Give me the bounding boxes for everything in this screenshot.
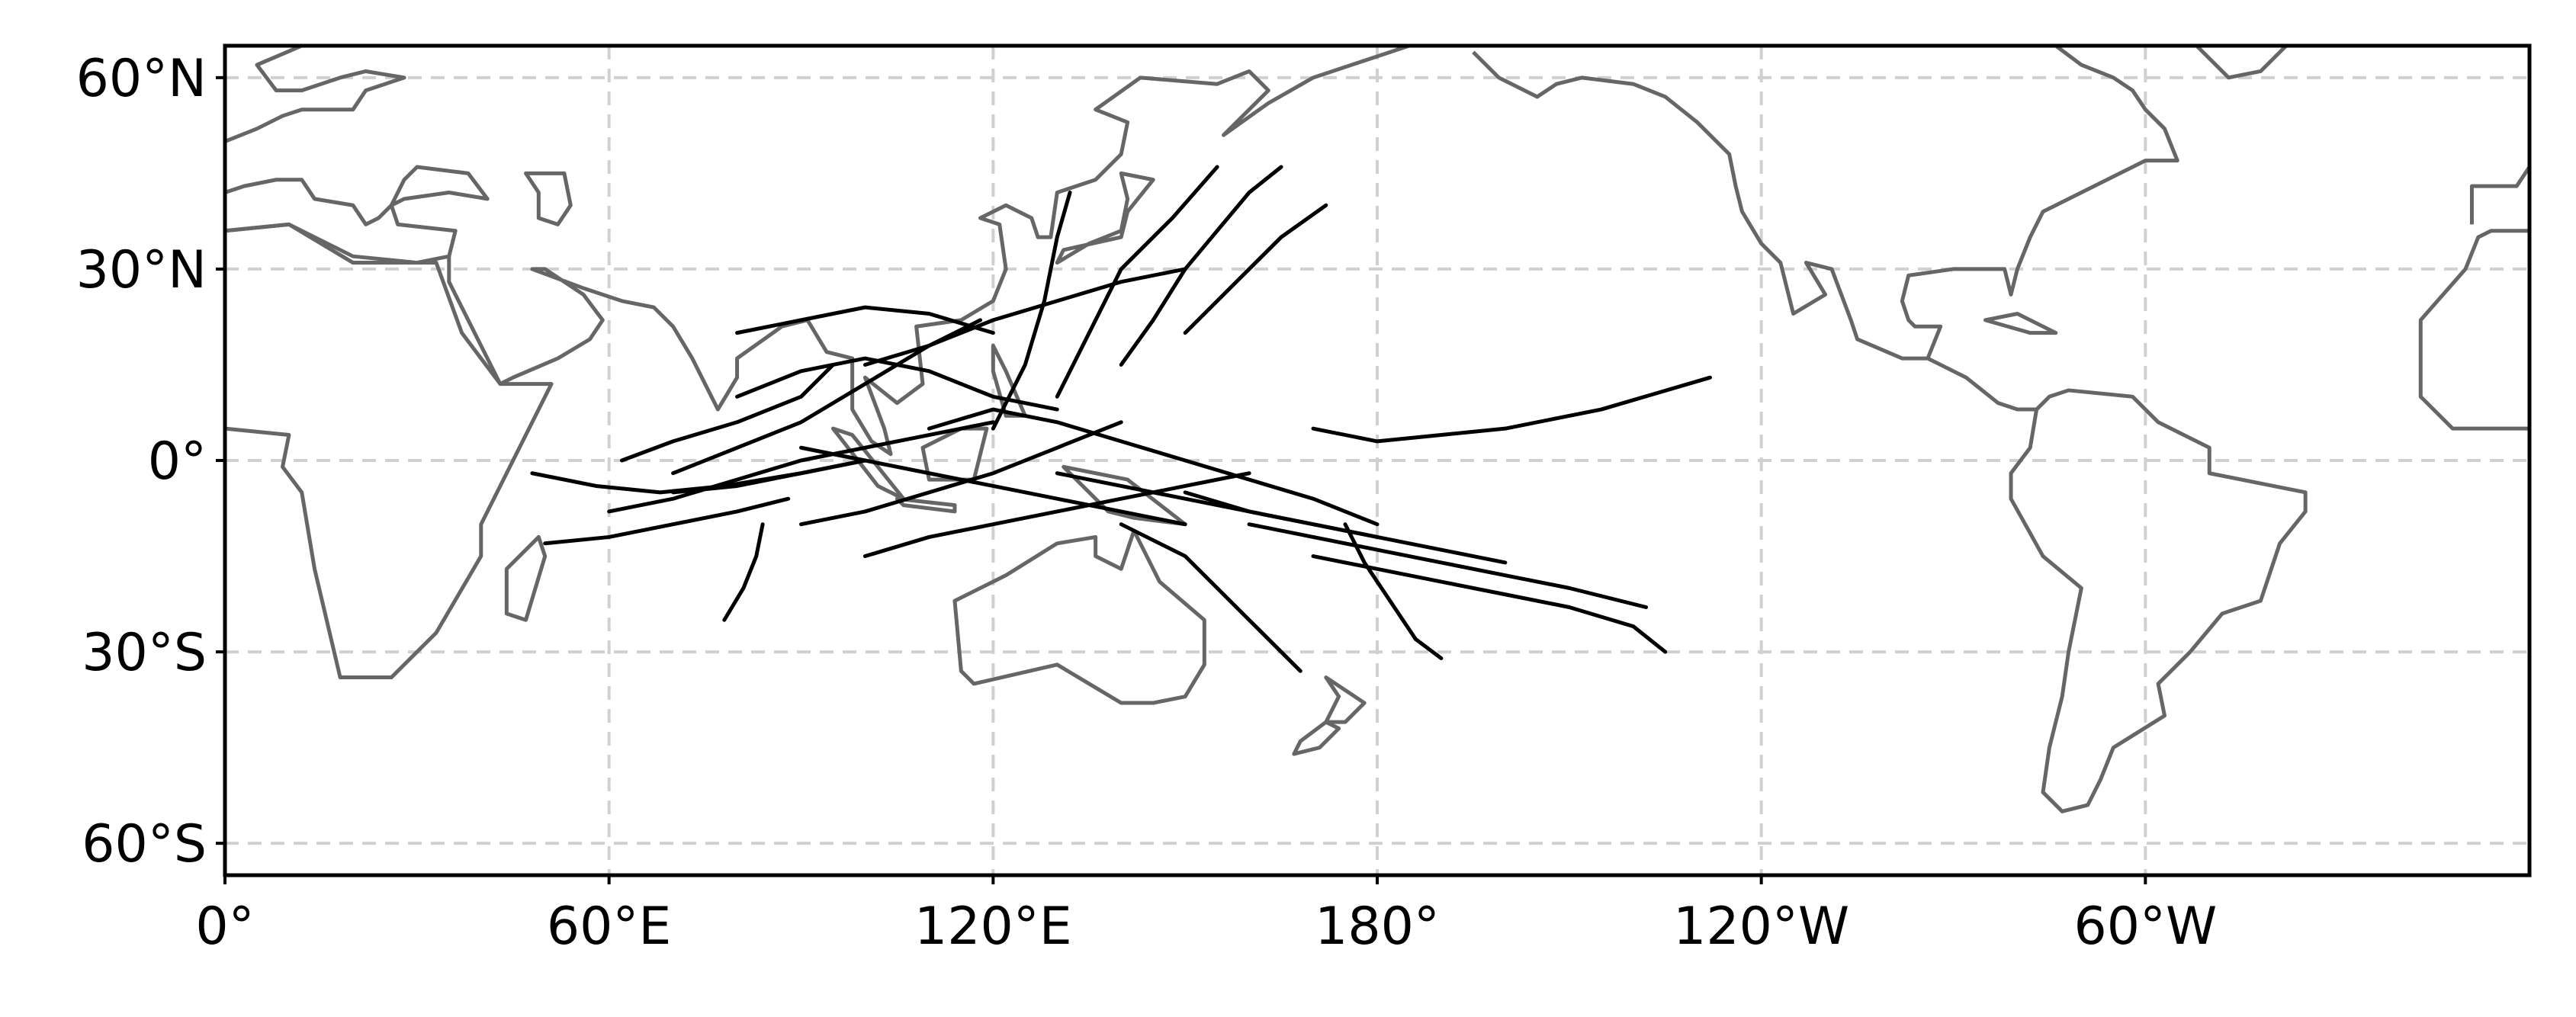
coast-japan — [1057, 173, 1153, 262]
x-tick-label: 120°W — [1673, 897, 1849, 957]
storm-track — [1311, 554, 1668, 654]
storm-track — [543, 496, 791, 546]
storm-track — [1311, 375, 1713, 444]
coast-gulf — [1902, 46, 2177, 358]
coast-java — [897, 499, 955, 512]
coast-europe — [225, 46, 404, 142]
storm-track — [1119, 522, 1302, 673]
storm-track — [722, 522, 765, 622]
storm-track — [862, 471, 1251, 559]
y-tick-label: 30°S — [82, 623, 207, 683]
storm-track — [671, 458, 867, 495]
y-tick-label: 60°S — [82, 814, 207, 874]
storm-track — [1055, 165, 1219, 399]
x-tick-label: 0° — [195, 897, 254, 957]
storm-track — [1343, 522, 1444, 660]
coast-caspian — [526, 173, 571, 224]
coast-cuba — [1985, 314, 2055, 333]
y-tick-label: 60°N — [76, 49, 207, 109]
y-tick-label: 30°N — [76, 240, 207, 300]
coast-nz-north — [1326, 678, 1364, 723]
storm-track — [1055, 471, 1380, 539]
coast-greenland — [2196, 46, 2286, 78]
coast-eurasia — [225, 167, 487, 263]
coast-nz-south — [1294, 722, 1339, 754]
x-tick-label: 180° — [1315, 897, 1440, 957]
coast-south-america — [2011, 390, 2305, 811]
storm-track — [1247, 522, 1649, 609]
storm-track — [799, 420, 1123, 527]
coast-west-europe — [2472, 167, 2529, 224]
coast-asia — [449, 46, 1409, 454]
y-tick-label: 0° — [148, 432, 207, 492]
x-tick-label: 60°E — [547, 897, 672, 957]
x-tick-label: 120°E — [914, 897, 1072, 957]
storm-track — [991, 190, 1072, 431]
storm-track — [607, 420, 995, 514]
storm-track — [1119, 165, 1283, 367]
x-tick-label: 60°W — [2073, 897, 2217, 957]
tracks — [530, 165, 1713, 673]
storm-track — [862, 267, 1187, 367]
storm-track — [735, 305, 995, 335]
storm-track — [1183, 203, 1328, 335]
storm-track — [619, 362, 835, 463]
coast-australia — [955, 531, 1204, 703]
coast-madagascar — [506, 537, 544, 620]
storm-track — [927, 407, 1380, 527]
storm-track — [735, 356, 1059, 412]
grid — [223, 46, 2529, 875]
coast-west-africa — [2420, 231, 2529, 428]
